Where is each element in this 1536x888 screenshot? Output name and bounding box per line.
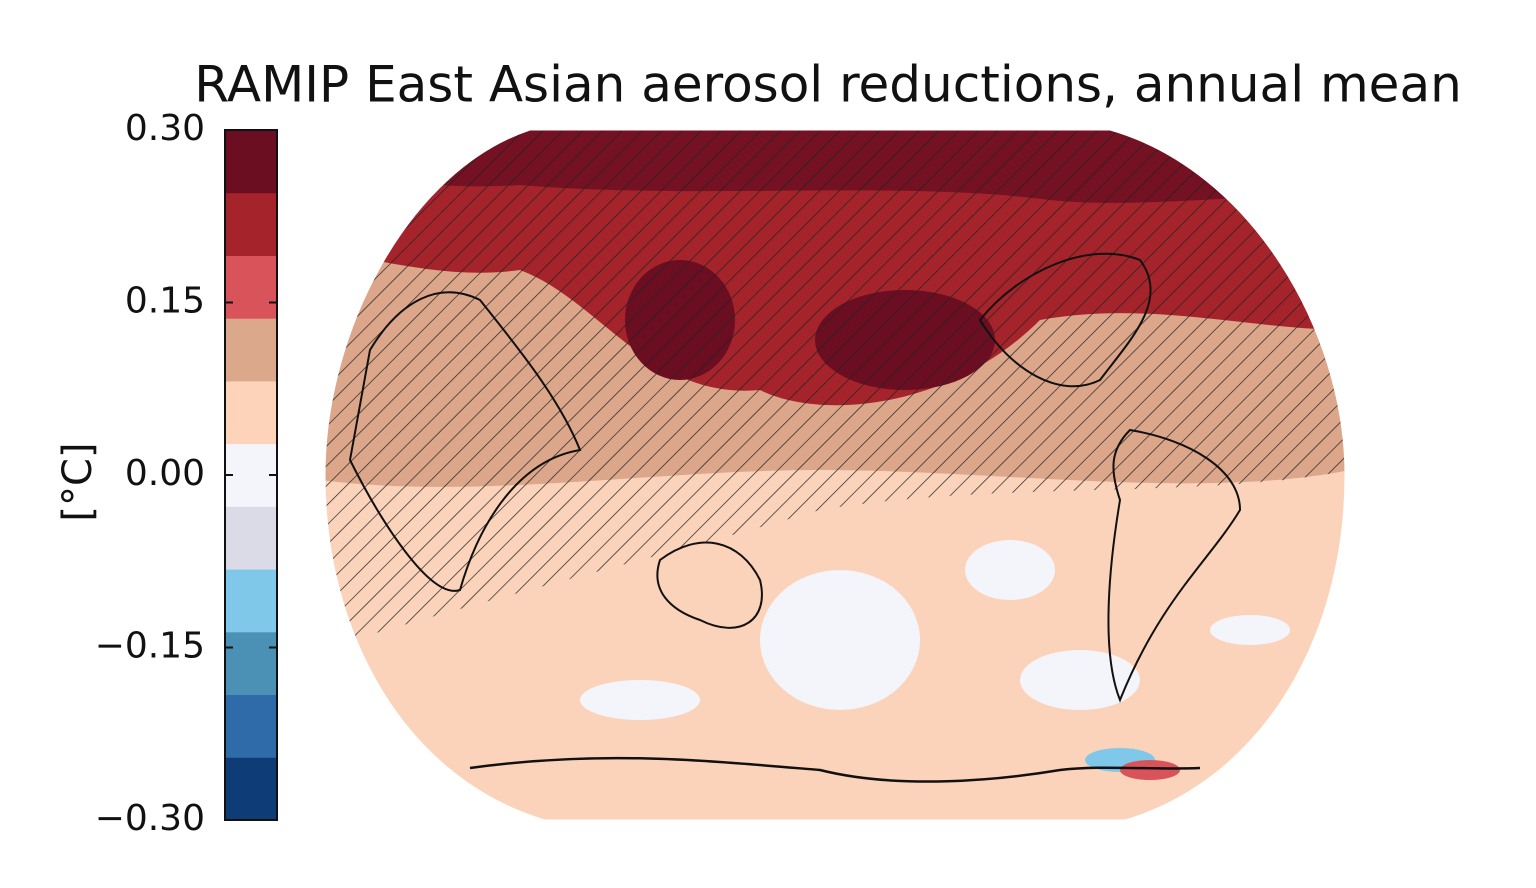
colorbar-segment (225, 757, 277, 821)
coastline (1107, 428, 1242, 703)
colorbar-label: [°C] (55, 442, 101, 521)
colorbar-tick-label: −0.15 (95, 626, 205, 667)
coastline (469, 756, 1201, 783)
colorbar-segment (225, 694, 277, 758)
colorbar: 0.30 0.15 0.00 −0.15 −0.30 (95, 108, 278, 839)
coastline (348, 291, 582, 592)
map (325, 130, 1345, 820)
colorbar-segment (225, 443, 277, 507)
cool-region (965, 540, 1055, 600)
colorbar-segment (225, 130, 277, 194)
cool-region (580, 680, 700, 720)
map-title: RAMIP East Asian aerosol reductions, ann… (194, 56, 1462, 114)
map-outline (324, 129, 1346, 821)
cool-region (760, 570, 920, 710)
colorbar-segment (225, 380, 277, 445)
colorbar-tick-label: −0.30 (95, 798, 205, 839)
colorbar-tick-label: 0.30 (125, 108, 205, 149)
cool-region (1020, 650, 1140, 710)
colorbar-segment (225, 569, 277, 633)
colorbar-tick-label: 0.00 (125, 453, 205, 494)
colorbar-segment (225, 506, 277, 570)
colorbar-tick-label: 0.15 (125, 281, 205, 322)
colorbar-segment (225, 192, 277, 256)
colorbar-segment (225, 255, 277, 319)
coastline (656, 541, 763, 629)
significance-hatching (325, 130, 1345, 650)
cool-region (1210, 615, 1290, 645)
warm-spot (1120, 760, 1180, 780)
colorbar-segment (225, 631, 277, 696)
coastline (978, 252, 1152, 388)
colorbar-segment (225, 318, 277, 382)
